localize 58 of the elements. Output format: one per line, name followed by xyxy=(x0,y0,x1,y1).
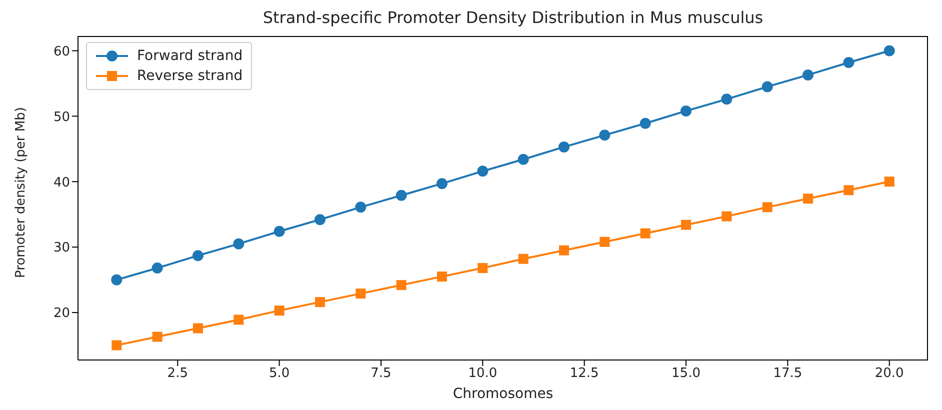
point xyxy=(884,45,895,56)
x-tick-label: 7.5 xyxy=(370,366,392,382)
point xyxy=(681,220,692,230)
point xyxy=(844,185,854,196)
point xyxy=(721,94,732,105)
point xyxy=(599,130,610,141)
point xyxy=(111,274,122,286)
point xyxy=(396,280,406,290)
point xyxy=(192,250,204,262)
y-tick-label: 20 xyxy=(53,306,70,322)
y-axis-title: Promoter density (per Mb) xyxy=(14,107,29,278)
y-tick-label: 60 xyxy=(53,44,70,60)
point xyxy=(640,228,650,238)
point xyxy=(152,332,162,342)
point xyxy=(600,236,610,247)
legend-label: Forward strand xyxy=(137,47,243,66)
point xyxy=(843,57,854,68)
point xyxy=(762,81,773,92)
point xyxy=(233,238,244,250)
point xyxy=(802,69,814,80)
point xyxy=(152,262,163,274)
x-tick-label: 20.0 xyxy=(874,366,904,382)
point xyxy=(234,314,244,325)
x-tick-label: 12.5 xyxy=(570,366,599,382)
point xyxy=(274,226,285,237)
point xyxy=(112,340,122,350)
y-tick-label: 50 xyxy=(53,110,70,125)
point xyxy=(640,118,651,129)
point xyxy=(436,178,448,190)
point xyxy=(518,154,529,165)
point xyxy=(803,194,814,204)
point xyxy=(396,190,407,201)
y-tick-label: 30 xyxy=(53,240,70,256)
point xyxy=(478,263,488,274)
x-tick-label: 5.0 xyxy=(268,366,290,382)
point xyxy=(477,166,488,177)
point xyxy=(274,306,284,316)
x-tick-label: 2.5 xyxy=(167,366,188,382)
point xyxy=(559,245,570,256)
legend-label: Reverse strand xyxy=(137,67,243,86)
point xyxy=(192,323,203,334)
point xyxy=(314,297,325,308)
point xyxy=(355,202,366,213)
point xyxy=(356,288,366,299)
point xyxy=(558,141,570,152)
point xyxy=(518,254,528,264)
x-tick-label: 17.5 xyxy=(773,366,802,382)
point xyxy=(722,211,732,222)
y-tick-label: 40 xyxy=(53,175,70,190)
point xyxy=(436,272,447,282)
point xyxy=(680,105,692,116)
x-axis-title: Chromosomes xyxy=(452,386,554,402)
point xyxy=(884,176,894,187)
x-tick-label: 15.0 xyxy=(672,366,700,382)
chart-title: Strand-specific Promoter Density Distribution in Mus musculus xyxy=(262,8,764,27)
point xyxy=(762,202,772,212)
point xyxy=(314,214,326,226)
x-tick-label: 10.0 xyxy=(468,366,498,382)
